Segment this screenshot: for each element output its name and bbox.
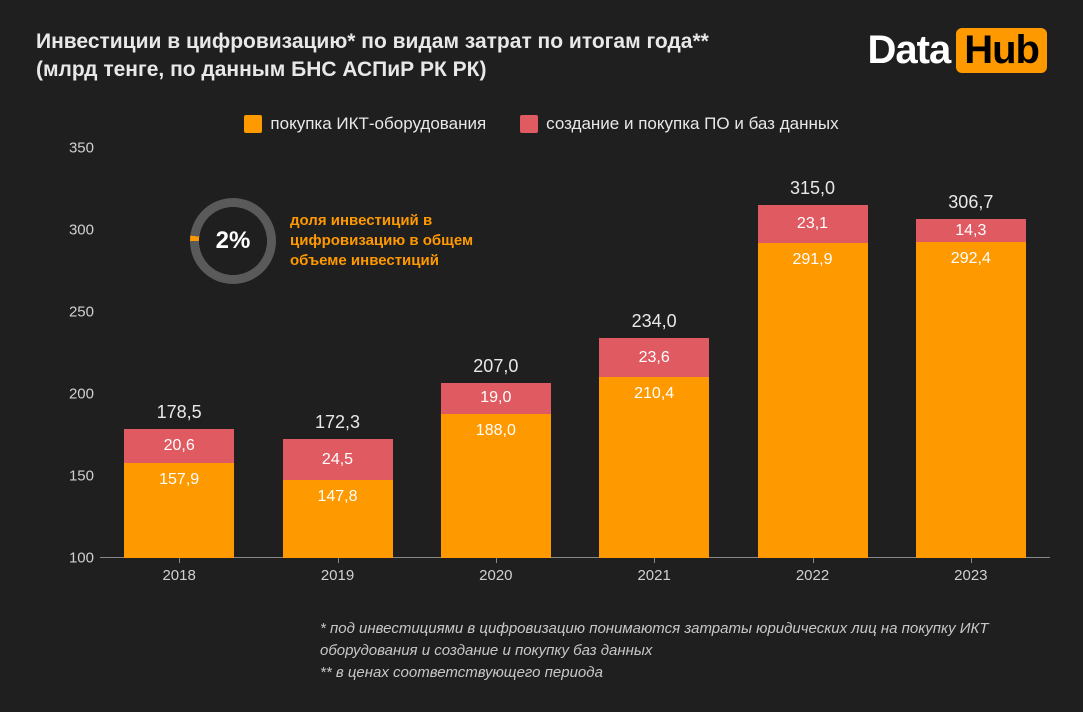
bar-value-series2: 20,6 <box>124 437 234 455</box>
x-axis-label: 2020 <box>436 567 556 584</box>
footnote-2: ** в ценах соответствующего периода <box>320 662 1053 684</box>
footnote-1: * под инвестициями в цифровизацию понима… <box>320 618 1053 662</box>
bar-value-series1: 291,9 <box>758 251 868 269</box>
logo-right: Hub <box>956 28 1047 73</box>
bar-value-series2: 14,3 <box>916 222 1026 240</box>
bar-value-series1: 210,4 <box>599 385 709 403</box>
legend-item-series2: создание и покупка ПО и баз данных <box>520 114 838 134</box>
logo: Data Hub <box>868 28 1047 73</box>
legend-label-2: создание и покупка ПО и баз данных <box>546 114 838 134</box>
x-axis-tickmark <box>338 558 339 563</box>
bar-value-series1: 157,9 <box>124 471 234 489</box>
bar-segment-series1 <box>758 243 868 558</box>
title-line-1: Инвестиции в цифровизацию* по видам затр… <box>36 28 709 56</box>
bar-value-series2: 19,0 <box>441 389 551 407</box>
title-line-2: (млрд тенге, по данным БНС АСПиР РК РК) <box>36 56 709 84</box>
bar-group: 291,923,1315,0 <box>758 205 868 558</box>
y-axis-tick: 200 <box>58 386 94 403</box>
logo-left: Data <box>868 28 951 73</box>
x-axis-line <box>100 557 1050 558</box>
legend: покупка ИКТ-оборудования создание и поку… <box>0 114 1083 134</box>
bar-value-series2: 24,5 <box>283 451 393 469</box>
bar-total-label: 207,0 <box>441 356 551 383</box>
bar-segment-series1 <box>916 242 1026 558</box>
y-axis-tick: 250 <box>58 304 94 321</box>
x-axis-label: 2023 <box>911 567 1031 584</box>
y-axis-tick: 100 <box>58 550 94 567</box>
legend-swatch-2 <box>520 115 538 133</box>
x-axis-label: 2021 <box>594 567 714 584</box>
bar-group: 188,019,0207,0 <box>441 383 551 558</box>
x-axis-label: 2019 <box>278 567 398 584</box>
bar-total-label: 172,3 <box>283 412 393 439</box>
header: Инвестиции в цифровизацию* по видам затр… <box>36 28 1047 85</box>
bar-value-series2: 23,6 <box>599 349 709 367</box>
x-axis-tickmark <box>654 558 655 563</box>
bar-group: 157,920,6178,5 <box>124 429 234 558</box>
donut-caption: доля инвестиций в цифровизацию в общем о… <box>290 211 490 272</box>
x-axis-tickmark <box>179 558 180 563</box>
bar-value-series1: 147,8 <box>283 488 393 506</box>
bar-total-label: 315,0 <box>758 178 868 205</box>
bar-group: 292,414,3306,7 <box>916 219 1026 558</box>
y-axis-tick: 350 <box>58 140 94 157</box>
x-axis-tickmark <box>971 558 972 563</box>
bar-value-series1: 292,4 <box>916 250 1026 268</box>
bar-group: 147,824,5172,3 <box>283 439 393 558</box>
bar-group: 210,423,6234,0 <box>599 338 709 558</box>
y-axis-tick: 150 <box>58 468 94 485</box>
footnotes: * под инвестициями в цифровизацию понима… <box>320 618 1053 683</box>
bar-value-series1: 188,0 <box>441 422 551 440</box>
y-axis-tick: 300 <box>58 222 94 239</box>
bar-total-label: 178,5 <box>124 402 234 429</box>
bar-total-label: 234,0 <box>599 311 709 338</box>
bar-value-series2: 23,1 <box>758 215 868 233</box>
x-axis-tickmark <box>496 558 497 563</box>
donut-percent: 2% <box>216 227 251 255</box>
legend-swatch-1 <box>244 115 262 133</box>
legend-label-1: покупка ИКТ-оборудования <box>270 114 486 134</box>
legend-item-series1: покупка ИКТ-оборудования <box>244 114 486 134</box>
x-axis-label: 2018 <box>119 567 239 584</box>
x-axis-tickmark <box>813 558 814 563</box>
x-axis-label: 2022 <box>753 567 873 584</box>
donut-callout: 2% доля инвестиций в цифровизацию в обще… <box>190 198 490 284</box>
chart-title: Инвестиции в цифровизацию* по видам затр… <box>36 28 709 85</box>
donut-ring: 2% <box>190 198 276 284</box>
bar-total-label: 306,7 <box>916 192 1026 219</box>
bar-segment-series1 <box>599 377 709 558</box>
